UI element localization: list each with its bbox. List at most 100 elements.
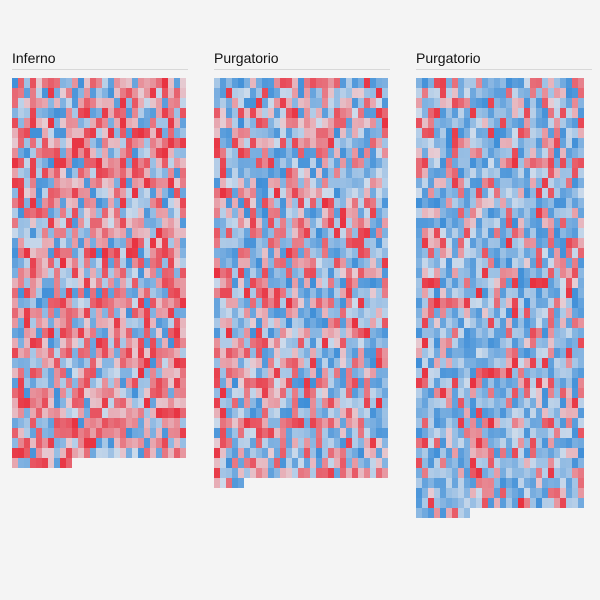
heatmap-cell — [114, 178, 120, 188]
heatmap-cell — [168, 358, 174, 368]
heatmap-cell — [500, 118, 506, 128]
heatmap-cell — [90, 328, 96, 338]
heatmap-cell — [566, 378, 572, 388]
heatmap-cell — [238, 468, 244, 478]
heatmap-cell — [12, 378, 18, 388]
heatmap-cell — [416, 278, 422, 288]
heatmap-cell — [536, 368, 542, 378]
heatmap-cell — [494, 428, 500, 438]
heatmap-cell — [476, 488, 482, 498]
heatmap-cell — [358, 88, 364, 98]
heatmap-cell — [226, 278, 232, 288]
heatmap-cell — [220, 158, 226, 168]
heatmap-cell — [54, 428, 60, 438]
heatmap-cell — [250, 138, 256, 148]
heatmap-cell — [144, 228, 150, 238]
heatmap-cell — [542, 418, 548, 428]
heatmap-cell — [220, 88, 226, 98]
heatmap-cell — [382, 168, 388, 178]
heatmap-cell — [370, 168, 376, 178]
heatmap-cell — [180, 128, 186, 138]
heatmap-cell — [340, 278, 346, 288]
heatmap-cell — [96, 238, 102, 248]
heatmap-cell — [422, 498, 428, 508]
heatmap-cell — [440, 88, 446, 98]
heatmap-cell — [316, 238, 322, 248]
heatmap-cell — [268, 158, 274, 168]
heatmap-cell — [262, 428, 268, 438]
heatmap-cell — [346, 88, 352, 98]
heatmap-cell — [310, 328, 316, 338]
heatmap-cell — [250, 238, 256, 248]
heatmap-cell — [114, 368, 120, 378]
heatmap-cell — [268, 318, 274, 328]
heatmap-cell — [506, 128, 512, 138]
heatmap-cell — [96, 248, 102, 258]
heatmap-cell — [18, 218, 24, 228]
heatmap-cell — [446, 178, 452, 188]
heatmap-cell — [310, 188, 316, 198]
heatmap-cell — [352, 328, 358, 338]
heatmap-cell — [156, 198, 162, 208]
heatmap-cell — [180, 378, 186, 388]
heatmap-cell — [262, 138, 268, 148]
heatmap-cell — [66, 408, 72, 418]
heatmap-cell — [542, 278, 548, 288]
heatmap-cell — [518, 318, 524, 328]
heatmap-cell — [250, 258, 256, 268]
heatmap-cell — [416, 408, 422, 418]
heatmap-cell — [422, 78, 428, 88]
heatmap-cell — [220, 78, 226, 88]
heatmap-cell — [422, 418, 428, 428]
heatmap-cell — [500, 158, 506, 168]
heatmap-cell — [180, 198, 186, 208]
heatmap-cell — [292, 278, 298, 288]
heatmap-cell — [174, 248, 180, 258]
heatmap-cell — [476, 118, 482, 128]
heatmap-cell — [256, 88, 262, 98]
heatmap-cell — [286, 398, 292, 408]
heatmap-cell — [428, 348, 434, 358]
heatmap-cell — [268, 338, 274, 348]
heatmap-cell — [440, 258, 446, 268]
heatmap-cell — [464, 368, 470, 378]
heatmap-cell — [60, 458, 66, 468]
heatmap-cell — [464, 458, 470, 468]
heatmap-cell — [518, 168, 524, 178]
heatmap-cell — [292, 138, 298, 148]
heatmap-cell — [346, 108, 352, 118]
heatmap-cell — [244, 268, 250, 278]
heatmap-cell — [488, 408, 494, 418]
heatmap-cell — [114, 328, 120, 338]
heatmap-cell — [84, 428, 90, 438]
heatmap-cell — [358, 258, 364, 268]
heatmap-cell — [572, 358, 578, 368]
heatmap-cell — [364, 118, 370, 128]
heatmap-cell — [524, 108, 530, 118]
heatmap-cell — [280, 458, 286, 468]
heatmap-cell — [434, 158, 440, 168]
heatmap-cell — [156, 238, 162, 248]
heatmap-cell — [72, 248, 78, 258]
heatmap-cell — [446, 108, 452, 118]
heatmap-cell — [84, 218, 90, 228]
heatmap-cell — [232, 408, 238, 418]
heatmap-cell — [36, 358, 42, 368]
heatmap-cell — [334, 78, 340, 88]
heatmap-cell — [292, 218, 298, 228]
heatmap-cell — [156, 208, 162, 218]
heatmap-cell — [24, 178, 30, 188]
chart-panel-purgatorio-2: Purgatorio — [416, 48, 592, 518]
heatmap-cell — [274, 208, 280, 218]
heatmap-cell — [494, 358, 500, 368]
heatmap-cell — [536, 158, 542, 168]
heatmap-cell — [96, 198, 102, 208]
heatmap-cell — [560, 198, 566, 208]
heatmap-cell — [560, 178, 566, 188]
heatmap-cell — [512, 478, 518, 488]
heatmap-cell — [144, 398, 150, 408]
heatmap-cell — [256, 198, 262, 208]
heatmap-cell — [506, 258, 512, 268]
heatmap-cell — [12, 208, 18, 218]
heatmap-cell — [428, 498, 434, 508]
